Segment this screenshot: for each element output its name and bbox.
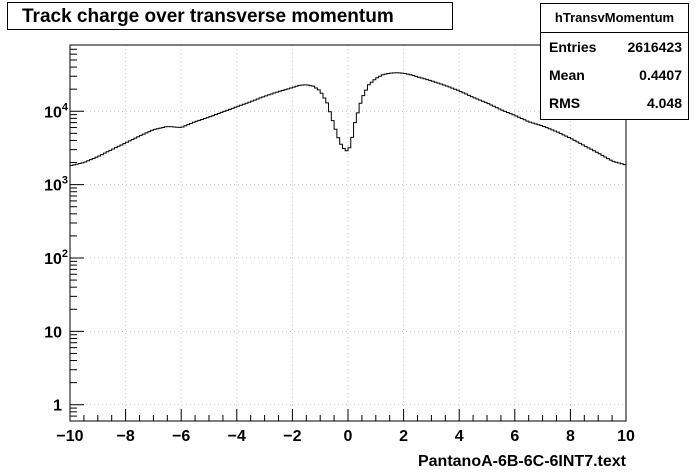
stats-row-rms: RMS 4.048	[541, 89, 688, 117]
x-tick-label: −6	[172, 428, 190, 445]
stats-entries-label: Entries	[549, 39, 597, 55]
histogram-series	[70, 72, 626, 167]
grid-lines	[70, 45, 626, 421]
x-tick-label: 2	[399, 428, 408, 445]
x-tick-label: 8	[566, 428, 575, 445]
x-tick-label: −10	[56, 428, 83, 445]
chart-title: Track charge over transverse momentum	[22, 6, 394, 27]
stats-row-entries: Entries 2616423	[541, 33, 688, 61]
x-tick-label: 0	[344, 428, 353, 445]
stats-mean-label: Mean	[549, 67, 585, 83]
y-tick-label: 104	[44, 101, 69, 121]
x-tick-label: 6	[510, 428, 519, 445]
y-tick-label: 1	[53, 398, 62, 415]
stats-box: hTransvMomentum Entries 2616423 Mean 0.4…	[540, 3, 689, 120]
x-tick-label: −4	[228, 428, 246, 445]
chart-title-box: Track charge over transverse momentum	[7, 2, 453, 30]
x-tick-label: 4	[455, 428, 464, 445]
histogram-line	[70, 72, 626, 167]
x-axis-label: PantanoA-6B-6C-6INT7.text	[418, 453, 627, 470]
x-tick-label: −2	[283, 428, 301, 445]
stats-entries-value: 2616423	[627, 39, 682, 55]
y-tick-label: 103	[44, 175, 68, 195]
x-tick-label: −8	[116, 428, 134, 445]
x-tick-label: 10	[617, 428, 635, 445]
stats-mean-value: 0.4407	[639, 67, 682, 83]
stats-histogram-name: hTransvMomentum	[541, 4, 688, 33]
y-tick-label: 102	[44, 248, 68, 268]
stats-rms-value: 4.048	[646, 95, 682, 111]
stats-rms-label: RMS	[549, 95, 581, 111]
stats-row-mean: Mean 0.4407	[541, 61, 688, 89]
y-tick-label: 10	[44, 324, 62, 341]
